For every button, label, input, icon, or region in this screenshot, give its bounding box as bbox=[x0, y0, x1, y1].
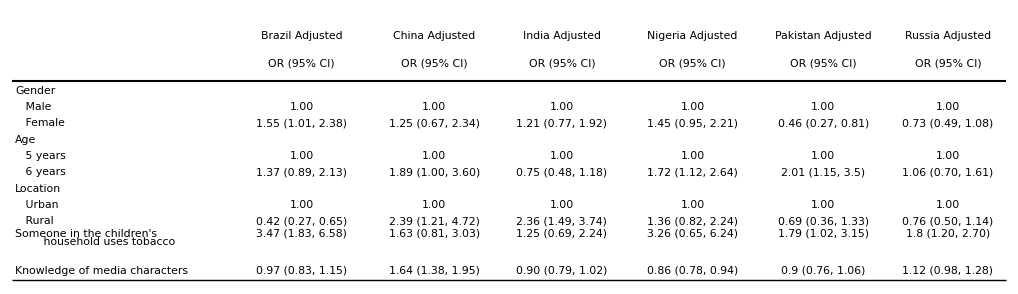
Text: Male: Male bbox=[15, 102, 52, 112]
Text: 3.47 (1.83, 6.58): 3.47 (1.83, 6.58) bbox=[257, 229, 347, 239]
Text: 0.42 (0.27, 0.65): 0.42 (0.27, 0.65) bbox=[256, 216, 347, 226]
Text: Rural: Rural bbox=[15, 216, 54, 226]
Text: 1.00: 1.00 bbox=[936, 151, 960, 161]
Text: 1.63 (0.81, 3.03): 1.63 (0.81, 3.03) bbox=[389, 229, 479, 239]
Text: 1.00: 1.00 bbox=[680, 200, 704, 210]
Text: 0.73 (0.49, 1.08): 0.73 (0.49, 1.08) bbox=[902, 118, 994, 128]
Text: 0.90 (0.79, 1.02): 0.90 (0.79, 1.02) bbox=[516, 265, 608, 275]
Text: 1.55 (1.01, 2.38): 1.55 (1.01, 2.38) bbox=[256, 118, 347, 128]
Text: 1.00: 1.00 bbox=[811, 200, 836, 210]
Text: 1.8 (1.20, 2.70): 1.8 (1.20, 2.70) bbox=[906, 229, 991, 239]
Text: 1.00: 1.00 bbox=[289, 151, 314, 161]
Text: 1.79 (1.02, 3.15): 1.79 (1.02, 3.15) bbox=[778, 229, 868, 239]
Text: 1.00: 1.00 bbox=[422, 151, 446, 161]
Text: 1.36 (0.82, 2.24): 1.36 (0.82, 2.24) bbox=[647, 216, 738, 226]
Text: 1.00: 1.00 bbox=[936, 200, 960, 210]
Text: 1.00: 1.00 bbox=[680, 102, 704, 112]
Text: 0.9 (0.76, 1.06): 0.9 (0.76, 1.06) bbox=[781, 265, 865, 275]
Text: 3.26 (0.65, 6.24): 3.26 (0.65, 6.24) bbox=[647, 229, 738, 239]
Text: Pakistan Adjusted: Pakistan Adjusted bbox=[775, 31, 871, 41]
Text: 1.00: 1.00 bbox=[422, 200, 446, 210]
Text: India Adjusted: India Adjusted bbox=[523, 31, 601, 41]
Text: 2.39 (1.21, 4.72): 2.39 (1.21, 4.72) bbox=[389, 216, 479, 226]
Text: 1.00: 1.00 bbox=[680, 151, 704, 161]
Text: 1.00: 1.00 bbox=[550, 102, 574, 112]
Text: Urban: Urban bbox=[15, 200, 59, 210]
Text: 1.89 (1.00, 3.60): 1.89 (1.00, 3.60) bbox=[389, 167, 479, 177]
Text: 2.01 (1.15, 3.5): 2.01 (1.15, 3.5) bbox=[781, 167, 865, 177]
Text: Nigeria Adjusted: Nigeria Adjusted bbox=[647, 31, 738, 41]
Text: 1.00: 1.00 bbox=[811, 151, 836, 161]
Text: 1.00: 1.00 bbox=[811, 102, 836, 112]
Text: 1.25 (0.67, 2.34): 1.25 (0.67, 2.34) bbox=[389, 118, 479, 128]
Text: China Adjusted: China Adjusted bbox=[393, 31, 475, 41]
Text: Location: Location bbox=[15, 184, 61, 194]
Text: 1.00: 1.00 bbox=[550, 151, 574, 161]
Text: 1.00: 1.00 bbox=[289, 200, 314, 210]
Text: 0.97 (0.83, 1.15): 0.97 (0.83, 1.15) bbox=[256, 265, 347, 275]
Text: Brazil Adjusted: Brazil Adjusted bbox=[261, 31, 342, 41]
Text: 1.64 (1.38, 1.95): 1.64 (1.38, 1.95) bbox=[389, 265, 479, 275]
Text: 0.69 (0.36, 1.33): 0.69 (0.36, 1.33) bbox=[778, 216, 868, 226]
Text: Russia Adjusted: Russia Adjusted bbox=[905, 31, 992, 41]
Text: OR (95% CI): OR (95% CI) bbox=[401, 59, 467, 69]
Text: OR (95% CI): OR (95% CI) bbox=[660, 59, 726, 69]
Text: Female: Female bbox=[15, 118, 65, 128]
Text: 1.00: 1.00 bbox=[422, 102, 446, 112]
Text: 1.72 (1.12, 2.64): 1.72 (1.12, 2.64) bbox=[647, 167, 738, 177]
Text: 2.36 (1.49, 3.74): 2.36 (1.49, 3.74) bbox=[516, 216, 608, 226]
Text: OR (95% CI): OR (95% CI) bbox=[914, 59, 981, 69]
Text: Someone in the children's: Someone in the children's bbox=[15, 229, 157, 239]
Text: 5 years: 5 years bbox=[15, 151, 66, 161]
Text: 1.12 (0.98, 1.28): 1.12 (0.98, 1.28) bbox=[903, 265, 994, 275]
Text: 0.75 (0.48, 1.18): 0.75 (0.48, 1.18) bbox=[516, 167, 608, 177]
Text: Knowledge of media characters: Knowledge of media characters bbox=[15, 265, 188, 275]
Text: OR (95% CI): OR (95% CI) bbox=[268, 59, 335, 69]
Text: 1.25 (0.69, 2.24): 1.25 (0.69, 2.24) bbox=[516, 229, 608, 239]
Text: Gender: Gender bbox=[15, 86, 55, 96]
Text: 6 years: 6 years bbox=[15, 167, 66, 177]
Text: 1.45 (0.95, 2.21): 1.45 (0.95, 2.21) bbox=[647, 118, 738, 128]
Text: household uses tobacco: household uses tobacco bbox=[34, 237, 175, 247]
Text: OR (95% CI): OR (95% CI) bbox=[790, 59, 856, 69]
Text: Age: Age bbox=[15, 135, 37, 145]
Text: 1.21 (0.77, 1.92): 1.21 (0.77, 1.92) bbox=[516, 118, 608, 128]
Text: 1.37 (0.89, 2.13): 1.37 (0.89, 2.13) bbox=[256, 167, 347, 177]
Text: 1.06 (0.70, 1.61): 1.06 (0.70, 1.61) bbox=[902, 167, 994, 177]
Text: OR (95% CI): OR (95% CI) bbox=[528, 59, 596, 69]
Text: 1.00: 1.00 bbox=[289, 102, 314, 112]
Text: 0.76 (0.50, 1.14): 0.76 (0.50, 1.14) bbox=[902, 216, 994, 226]
Text: 1.00: 1.00 bbox=[936, 102, 960, 112]
Text: 1.00: 1.00 bbox=[550, 200, 574, 210]
Text: 0.46 (0.27, 0.81): 0.46 (0.27, 0.81) bbox=[778, 118, 869, 128]
Text: 0.86 (0.78, 0.94): 0.86 (0.78, 0.94) bbox=[647, 265, 738, 275]
